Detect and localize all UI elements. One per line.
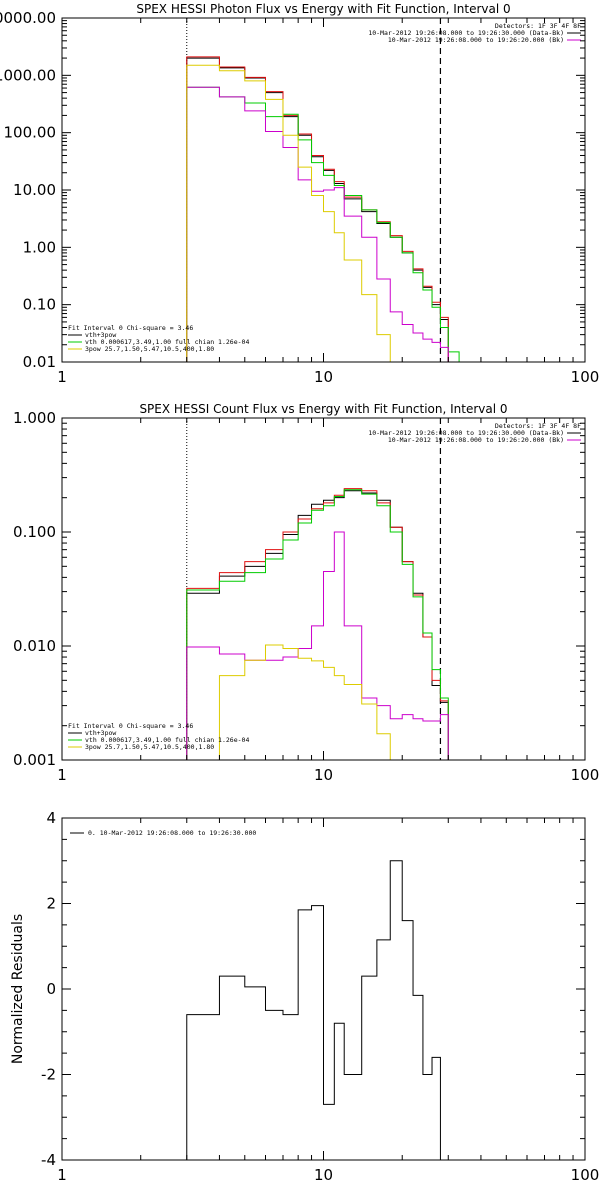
x-tick-label: 100	[571, 1166, 600, 1184]
y-tick-label: 0.001	[13, 751, 56, 769]
y-tick-label: 10.00	[13, 181, 56, 199]
y-tick-label: 1000.00	[0, 66, 56, 84]
x-tick-label: 100	[571, 766, 600, 784]
y-tick-label: 10000.00	[0, 9, 56, 27]
series-5-histogram	[186, 644, 403, 760]
series-1-histogram	[186, 57, 449, 362]
y-tick-label: 1.000	[13, 409, 56, 427]
legend-entry: Fit Interval 0 Chi-square = 3.46	[68, 722, 193, 730]
series-4-histogram	[186, 531, 449, 760]
panel-1: SPEX HESSI Photon Flux vs Energy with Fi…	[0, 2, 599, 386]
series-3-histogram	[186, 86, 460, 362]
chart-title: SPEX HESSI Photon Flux vs Energy with Fi…	[136, 2, 510, 16]
chart-title: SPEX HESSI Count Flux vs Energy with Fit…	[139, 402, 507, 416]
series-1-histogram	[186, 860, 441, 1160]
info-line: 10-Mar-2012 19:26:08.000 to 19:26:20.000…	[388, 436, 564, 444]
x-tick-label: 10	[314, 766, 333, 784]
series-5-histogram	[186, 64, 403, 362]
x-tick-label: 1	[57, 766, 67, 784]
x-tick-label: 1	[57, 368, 67, 386]
legend-entry: 3pow 25.7,1.50,5.47,10.5,400,1.80	[85, 743, 214, 751]
plot-area	[186, 418, 460, 760]
y-tick-label: 4	[46, 809, 56, 827]
legend-entry: 0. 10-Mar-2012 19:26:08.000 to 19:26:30.…	[88, 829, 256, 837]
y-tick-label: -4	[41, 1151, 56, 1169]
y-tick-label: 0.10	[23, 296, 56, 314]
y-tick-label: 0.100	[13, 523, 56, 541]
legend-entry: vth+3pow	[85, 331, 116, 339]
info-line: Detectors: 1F 3F 4F 8F	[495, 422, 581, 430]
y-tick-label: 0.01	[23, 353, 56, 371]
legend-entry: vth 0.000617,3.49,1.00 full chian 1.26e-…	[85, 338, 249, 346]
legend-entry: 3pow 25.7,1.50,5.47,10.5,400,1.80	[85, 345, 214, 353]
legend-entry: Fit Interval 0 Chi-square = 3.46	[68, 324, 193, 332]
x-tick-label: 10	[314, 368, 333, 386]
plot-area	[186, 860, 441, 1160]
series-1-histogram	[186, 490, 449, 760]
y-tick-label: 1.00	[23, 238, 56, 256]
legend-entry: vth+3pow	[85, 729, 116, 737]
panel-2: SPEX HESSI Count Flux vs Energy with Fit…	[13, 402, 599, 784]
plot-area	[186, 18, 460, 362]
info-line: 10-Mar-2012 19:26:08.000 to 19:26:30.000…	[368, 29, 564, 37]
x-tick-label: 10	[314, 1166, 333, 1184]
x-tick-label: 100	[571, 368, 600, 386]
panel-3: 1 10 100 -4 -2 0 2 4 Normalized Residuals 0. 10-M…	[10, 809, 599, 1184]
info-line: 10-Mar-2012 19:26:08.000 to 19:26:30.000…	[368, 429, 564, 437]
info-line: Detectors: 1F 3F 4F 8F	[495, 22, 581, 30]
x-tick-label: 1	[57, 1166, 67, 1184]
y-tick-label: 0	[46, 980, 56, 998]
series-4-histogram	[186, 86, 449, 362]
y-tick-label: 0.010	[13, 637, 56, 655]
series-2-histogram	[186, 56, 449, 362]
y-axis-label: Normalized Residuals	[10, 914, 26, 1064]
y-tick-label: 2	[46, 895, 56, 913]
series-3-histogram	[186, 489, 460, 760]
series-2-histogram	[186, 488, 449, 760]
y-tick-label: -2	[41, 1066, 56, 1084]
legend-entry: vth 0.000617,3.49,1.00 full chian 1.26e-…	[85, 736, 249, 744]
info-line: 10-Mar-2012 19:26:08.000 to 19:26:20.000…	[388, 36, 564, 44]
y-tick-label: 100.00	[4, 124, 57, 142]
